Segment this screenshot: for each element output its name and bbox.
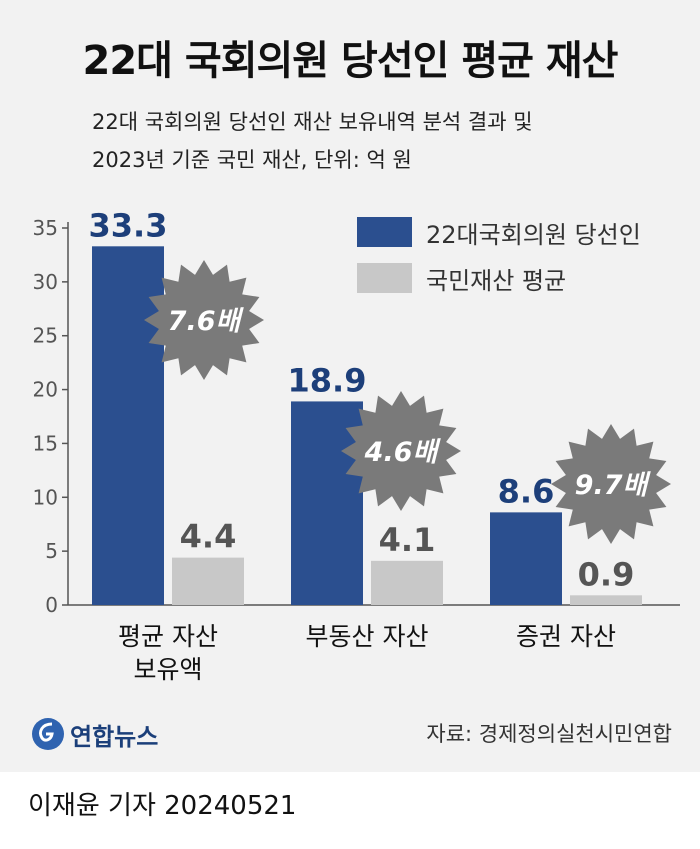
- legend-label-series-1: 22대국회의원 당선인: [426, 221, 641, 249]
- x-tick-label: 평균 자산: [118, 622, 218, 651]
- y-tick-label: 15: [33, 431, 58, 455]
- bar-series-2: [172, 557, 244, 605]
- ratio-badge: [144, 260, 264, 380]
- ratio-badge-label: 7.6배: [168, 306, 245, 337]
- chart-subtitle: 22대 국회의원 당선인 재산 보유내역 분석 결과 및 2023년 기준 국민…: [92, 103, 533, 179]
- ratio-badge: [341, 391, 461, 511]
- data-label: 33.3: [89, 206, 168, 244]
- ratio-badge-label: 4.6배: [364, 437, 442, 468]
- x-tick-label: 증권 자산: [516, 622, 616, 651]
- ratio-badge-label: 9.7배: [575, 470, 652, 501]
- data-label: 4.1: [379, 521, 436, 559]
- data-label: 4.4: [180, 518, 237, 556]
- byline: 이재윤 기자 20240521: [28, 791, 297, 821]
- y-tick-label: 30: [33, 270, 58, 294]
- yonhap-logo-text: 연합뉴스: [70, 723, 159, 751]
- bar-series-2: [570, 595, 642, 605]
- legend-label-series-2: 국민재산 평균: [426, 267, 567, 295]
- data-label: 0.9: [578, 555, 635, 593]
- data-label: 18.9: [288, 361, 367, 399]
- yonhap-logo-icon: [32, 718, 64, 750]
- y-tick-label: 20: [33, 378, 58, 402]
- y-tick-label: 5: [45, 539, 58, 563]
- bar-series-1: [291, 401, 363, 605]
- bar-series-1: [490, 512, 562, 605]
- y-tick-label: 0: [45, 593, 58, 617]
- y-tick-label: 35: [33, 216, 58, 240]
- x-tick-label: 부동산 자산: [306, 622, 429, 651]
- legend-swatch-series-2: [357, 263, 412, 293]
- ratio-badge: [551, 424, 671, 544]
- y-tick-label: 25: [33, 324, 58, 348]
- subtitle-line-2: 2023년 기준 국민 재산, 단위: 억 원: [92, 148, 412, 172]
- bar-series-1: [92, 246, 164, 605]
- source-note: 자료: 경제정의실천시민연합: [426, 722, 672, 746]
- chart-title: 22대 국회의원 당선인 평균 재산: [82, 38, 619, 84]
- legend-swatch-series-1: [357, 217, 412, 247]
- y-tick-label: 10: [33, 485, 58, 509]
- x-tick-label: 보유액: [133, 655, 202, 684]
- data-label: 8.6: [498, 472, 555, 510]
- bar-chart: 0 5 10 15 20 25 30 35 33.3 18.9 8.6 4.4 4.1 0.9 평균 자산보…: [33, 206, 680, 684]
- bar-series-2: [371, 560, 443, 605]
- subtitle-line-1: 22대 국회의원 당선인 재산 보유내역 분석 결과 및: [92, 110, 533, 134]
